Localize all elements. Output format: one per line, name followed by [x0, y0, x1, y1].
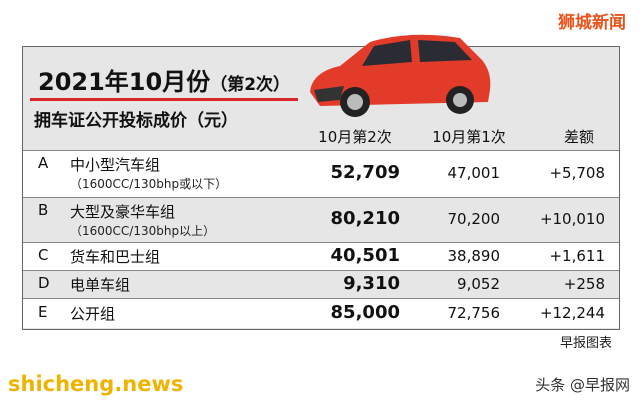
- row-value: 47,001: [447, 164, 501, 182]
- row-name: 货车和巴士组: [70, 247, 161, 266]
- row-code: A: [38, 154, 49, 172]
- table-row: [23, 298, 619, 328]
- row-note: （1600CC/130bhp或以下）: [70, 177, 228, 191]
- row-value: 9,052: [457, 274, 500, 293]
- row-value: +1,611: [549, 246, 605, 265]
- table-row: [23, 150, 619, 197]
- subtitle: 拥车证公开投标成价（元）: [34, 111, 238, 131]
- row-value: +10,010: [539, 210, 605, 228]
- title-box: 2021年10月份 （第2次）: [30, 66, 299, 101]
- table-row: [23, 197, 619, 242]
- row-name: 大型及豪华车组: [70, 203, 176, 221]
- row-code: E: [38, 302, 48, 321]
- row-code: D: [38, 273, 50, 292]
- row-value: +5,708: [549, 164, 605, 182]
- row-value: 70,200: [447, 210, 501, 228]
- row-value: +258: [563, 274, 605, 293]
- table-row: [23, 242, 619, 270]
- column-header: 10月第2次: [318, 128, 392, 146]
- row-value: 40,501: [330, 244, 400, 266]
- row-value: 80,210: [330, 208, 400, 229]
- row-name: 电单车组: [70, 275, 131, 294]
- car-illustration: [310, 34, 491, 117]
- brand: 狮城新闻: [558, 13, 626, 33]
- title: 2021年10月份: [38, 68, 211, 96]
- row-value: 52,709: [330, 162, 400, 183]
- watermark: shicheng.news: [8, 372, 184, 396]
- row-name: 公开组: [70, 304, 116, 323]
- row-name: 中小型汽车组: [70, 156, 161, 174]
- credit: 头条 @早报网: [535, 376, 630, 394]
- row-value: 38,890: [447, 246, 501, 265]
- row-value: +12,244: [539, 303, 605, 322]
- source: 早报图表: [559, 336, 612, 351]
- table-row: [23, 270, 619, 298]
- row-note: （1600CC/130bhp以上）: [70, 224, 216, 238]
- row-value: 72,756: [447, 303, 501, 322]
- title-suffix: （第2次）: [210, 75, 291, 95]
- column-header: 差额: [563, 128, 594, 146]
- column-header: 10月第1次: [432, 128, 506, 146]
- row-code: C: [38, 245, 49, 264]
- row-code: B: [38, 201, 49, 219]
- row-value: 85,000: [330, 301, 400, 323]
- row-value: 9,310: [343, 272, 400, 294]
